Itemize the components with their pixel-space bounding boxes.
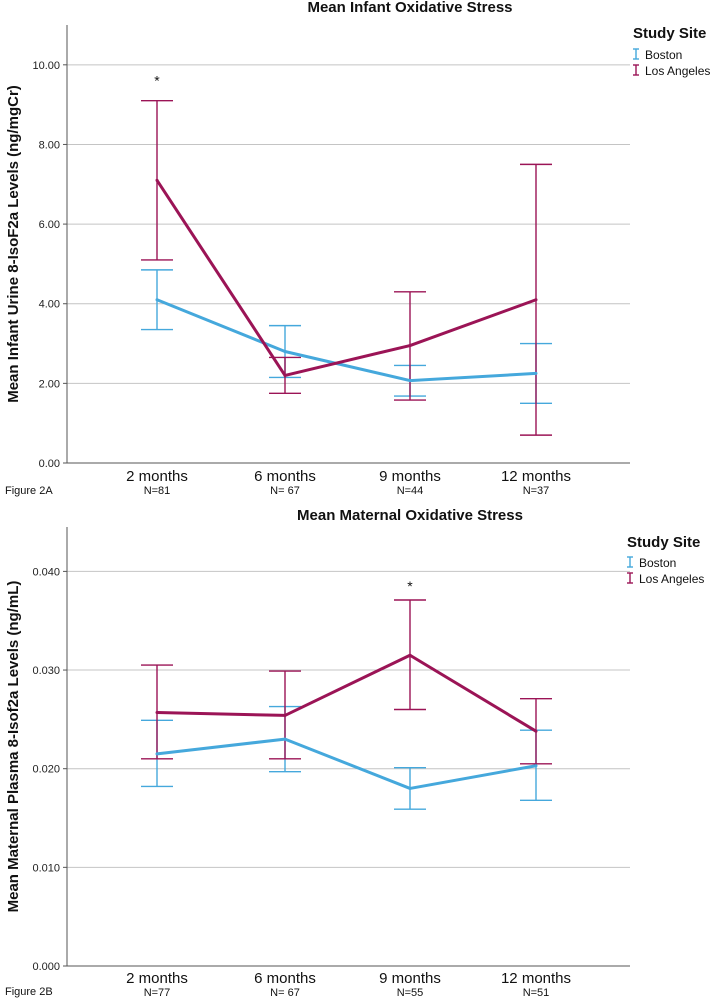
data-point [534,764,538,768]
data-point [408,653,412,657]
data-point [283,713,287,717]
series-line-los-angeles [156,653,537,733]
data-point [283,350,287,354]
x-tick-label: 12 months [501,468,571,485]
legend-item-label: Los Angeles [639,572,704,586]
chart-title: Mean Infant Oxidative Stress [307,0,512,16]
data-point [408,786,412,790]
data-point [408,344,412,348]
n-count-label: N=51 [523,987,550,999]
legend: Study Site Boston Los Angeles [633,25,710,78]
y-tick-label: 6.00 [39,219,60,231]
legend: Study Site Boston Los Angeles [627,534,704,586]
x-tick-label: 9 months [379,970,441,987]
data-point [283,373,287,377]
data-point [534,729,538,733]
y-tick-label: 2.00 [39,378,60,390]
legend-item-label: Los Angeles [645,64,710,78]
x-tick-label: 12 months [501,970,571,987]
x-tick-label: 2 months [126,468,188,485]
n-count-label: N=81 [144,485,171,497]
y-axis-label: Mean Maternal Plasma 8-Isof2a Levels (ng… [5,581,22,913]
x-tick-label: 9 months [379,468,441,485]
series-line-boston [156,737,537,790]
n-count-label: N=77 [144,987,171,999]
y-tick-label: 0.010 [32,862,60,874]
n-count-label: N=37 [523,485,550,497]
n-count-label: N= 67 [270,987,300,999]
n-count-label: N=44 [397,485,424,497]
y-tick-label: 0.000 [32,961,60,973]
significance-marker: * [154,73,160,89]
legend-title: Study Site [633,25,706,42]
x-tick-label: 2 months [126,970,188,987]
n-count-label: N= 67 [270,485,300,497]
data-point [408,379,412,383]
y-tick-label: 0.040 [32,566,60,578]
series-line-los-angeles [155,179,537,377]
significance-marker: * [407,578,413,594]
data-point [155,752,159,756]
legend-title: Study Site [627,534,700,551]
data-point [534,298,538,302]
data-point [155,178,159,182]
data-point [534,371,538,375]
x-tick-label: 6 months [254,468,316,485]
y-tick-label: 8.00 [39,139,60,151]
x-tick-label: 6 months [254,970,316,987]
y-axis-label: Mean Infant Urine 8-IsoF2a Levels (ng/mg… [5,85,22,403]
series-line-boston [156,298,537,383]
figure-label: Figure 2B [5,986,53,998]
y-tick-label: 0.00 [39,458,60,470]
y-tick-label: 10.00 [32,60,60,72]
y-tick-label: 0.030 [32,665,60,677]
data-point [155,710,159,714]
figure-label: Figure 2A [5,485,53,497]
data-point [155,298,159,302]
n-count-label: N=55 [397,987,424,999]
data-point [283,737,287,741]
legend-item-label: Boston [639,556,676,570]
chart-title: Mean Maternal Oxidative Stress [297,507,523,524]
legend-item-label: Boston [645,48,682,62]
y-tick-label: 0.020 [32,764,60,776]
y-tick-label: 4.00 [39,299,60,311]
